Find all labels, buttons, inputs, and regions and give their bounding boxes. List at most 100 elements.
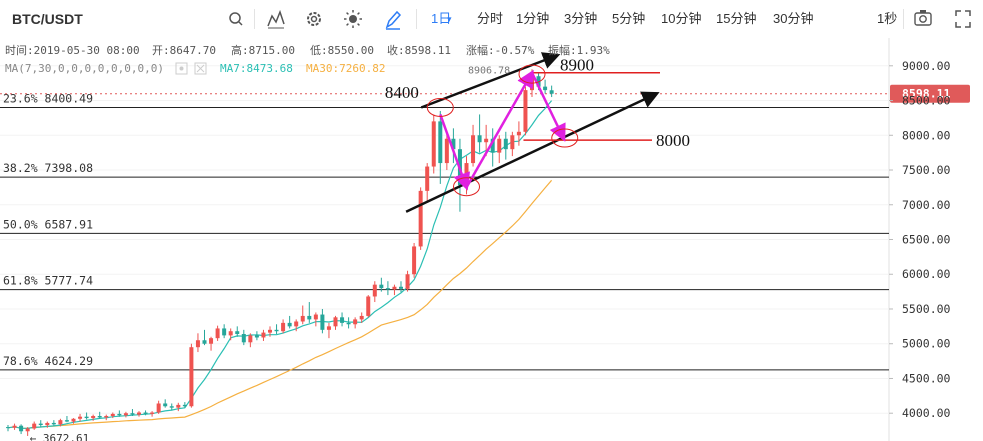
- price-axis: [890, 38, 983, 441]
- candle: [320, 308, 325, 334]
- highlight-circle: [551, 128, 579, 148]
- timeframe-1m[interactable]: 1分钟: [516, 11, 550, 26]
- settings-icon[interactable]: [305, 0, 323, 38]
- candle: [137, 411, 141, 417]
- timeframe-time[interactable]: 分时: [477, 11, 504, 26]
- candle: [38, 420, 43, 428]
- theme-icon[interactable]: [343, 0, 363, 38]
- timeframe-1d[interactable]: 1日: [431, 11, 452, 26]
- indicator-icon[interactable]: [266, 0, 286, 38]
- close-icon[interactable]: [194, 62, 207, 75]
- search-icon[interactable]: [228, 0, 244, 38]
- interval-label[interactable]: 1秒: [877, 11, 898, 26]
- candlestick-chart: 23.6% 8400.49 38.2% 7398.08 50.0% 6587.91 6…: [0, 38, 983, 441]
- candle: [326, 322, 331, 339]
- candle: [123, 411, 128, 418]
- candle: [543, 79, 548, 94]
- candle-body: [97, 415, 102, 418]
- timeframe-3m[interactable]: 3分钟: [564, 11, 598, 26]
- candle-body: [274, 329, 279, 332]
- symbol-label[interactable]: BTC/USDT: [12, 11, 83, 27]
- y-tick-label: 6000.00: [902, 267, 951, 281]
- candle-body: [202, 340, 207, 344]
- timeframe-15m[interactable]: 15分钟: [716, 11, 757, 26]
- candle: [189, 343, 194, 408]
- candle: [503, 131, 508, 160]
- eye-icon[interactable]: [175, 62, 188, 75]
- candle: [372, 281, 377, 303]
- y-tick-label: 4000.00: [902, 406, 951, 420]
- ma7-value: MA7:8473.68: [220, 62, 293, 75]
- candle-body: [182, 404, 187, 407]
- screenshot-icon[interactable]: [913, 0, 933, 38]
- timeframe-5m[interactable]: 5分钟: [612, 11, 646, 26]
- candle: [222, 324, 227, 339]
- candle: [353, 317, 358, 329]
- candle-body: [372, 284, 377, 297]
- candle-body: [300, 315, 305, 322]
- current-price-line: 8598.11: [0, 84, 970, 103]
- candle-body: [25, 428, 30, 432]
- candle: [12, 423, 17, 430]
- candle-body: [176, 404, 181, 408]
- annotation-label-8000: 8000: [656, 131, 690, 150]
- ma-label: MA(7,30,0,0,0,0,0,0,0,0): [5, 62, 164, 75]
- candle: [19, 424, 24, 435]
- candle: [497, 135, 502, 164]
- candle: [307, 302, 312, 323]
- candle: [235, 326, 240, 337]
- timeframe-10m[interactable]: 10分钟: [661, 11, 702, 26]
- candle: [248, 333, 253, 348]
- candle-body: [215, 328, 220, 339]
- candle-body: [254, 335, 259, 338]
- candle: [346, 317, 351, 329]
- candle: [110, 412, 115, 419]
- candle-body: [405, 274, 410, 289]
- candle: [549, 85, 554, 98]
- candle: [51, 420, 56, 426]
- candle-body: [222, 328, 227, 336]
- fullscreen-icon[interactable]: [954, 0, 972, 38]
- candle-body: [12, 425, 17, 428]
- candle-body: [130, 413, 135, 415]
- candle: [215, 325, 220, 341]
- candle-body: [425, 166, 430, 191]
- candle: [64, 415, 69, 423]
- candle-body: [549, 90, 554, 94]
- candle-body: [503, 138, 508, 150]
- candle: [431, 114, 436, 174]
- candle-body: [399, 286, 403, 289]
- ma30-value: MA30:7260.82: [306, 62, 385, 75]
- candle: [366, 295, 371, 318]
- candle-body: [379, 284, 384, 289]
- candle-body: [241, 333, 246, 343]
- candle-body: [359, 315, 364, 320]
- timeframe-30m[interactable]: 30分钟: [773, 11, 814, 26]
- fibonacci-levels: 23.6% 8400.49 38.2% 7398.08 50.0% 6587.91 6…: [0, 91, 889, 371]
- candle-body: [438, 121, 443, 164]
- toolbar-divider: [903, 9, 904, 29]
- candle: [228, 328, 233, 341]
- candle-body: [366, 296, 371, 316]
- candle-body: [471, 135, 476, 164]
- ma30-line: [7, 179, 553, 429]
- fib-level-label: 61.8% 5777.74: [3, 274, 93, 288]
- magenta-wave-arrow: [530, 72, 566, 142]
- candle: [418, 187, 423, 250]
- candle: [254, 331, 259, 341]
- candle-body: [189, 347, 194, 407]
- candle: [379, 277, 384, 292]
- candle-body: [84, 416, 89, 419]
- info-high: 高:8715.00: [231, 43, 295, 57]
- y-axis-ticks: 9000.00 8500.00 8000.00 7500.00 7000.00 6500.…: [889, 59, 951, 420]
- candle: [523, 86, 528, 136]
- grid: [0, 65, 889, 414]
- chevron-down-icon[interactable]: ▾: [447, 14, 452, 24]
- candle: [58, 418, 63, 427]
- draw-pen-icon[interactable]: [384, 0, 402, 38]
- candle-body: [195, 340, 200, 348]
- candle: [143, 410, 148, 416]
- candle-body: [353, 319, 358, 325]
- candle: [340, 312, 345, 327]
- magenta-wave-arrow: [439, 114, 471, 191]
